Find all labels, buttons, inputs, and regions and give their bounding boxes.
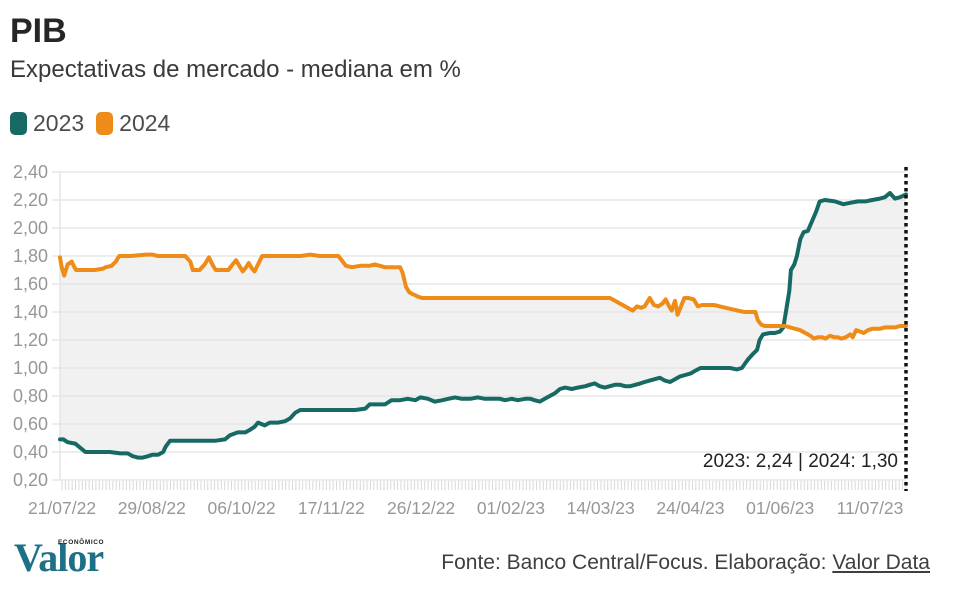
legend-swatch-2024: [96, 112, 114, 135]
legend-item-2024: 2024: [96, 110, 170, 137]
valor-logo-wordmark: Valor: [14, 535, 104, 580]
final-values-annotation: 2023: 2,24 | 2024: 1,30: [702, 451, 898, 472]
x-tick-label: 17/11/22: [298, 498, 365, 518]
source-text: Fonte: Banco Central/Focus. Elaboração:: [441, 551, 833, 574]
page-title: PIB: [10, 12, 67, 50]
y-tick-label: 0,20: [13, 470, 48, 490]
x-tick-label: 26/12/22: [387, 498, 455, 518]
source-line: Fonte: Banco Central/Focus. Elaboração: …: [441, 551, 930, 575]
y-tick-label: 1,80: [13, 246, 48, 266]
x-tick-label: 11/07/23: [837, 498, 904, 518]
legend-label-2024: 2024: [119, 110, 171, 136]
y-tick-label: 1,40: [13, 302, 48, 322]
y-tick-label: 2,40: [13, 162, 48, 182]
x-tick-label: 24/04/23: [656, 498, 724, 518]
band-fill: [60, 193, 906, 458]
legend-label-2023: 2023: [33, 110, 85, 136]
x-tick-label: 01/06/23: [746, 498, 814, 518]
y-tick-label: 1,00: [13, 358, 48, 378]
valor-logo: Valor ECONÔMICO: [14, 538, 124, 588]
valor-logo-economico: ECONÔMICO: [58, 539, 105, 546]
legend-item-2023: 2023: [10, 110, 84, 137]
legend: 2023 2024: [10, 110, 170, 137]
legend-swatch-2023: [10, 112, 27, 135]
y-tick-label: 2,20: [13, 190, 48, 210]
y-tick-label: 1,20: [13, 330, 48, 350]
y-tick-label: 0,40: [13, 442, 48, 462]
y-tick-label: 1,60: [13, 274, 48, 294]
x-tick-label: 21/07/22: [28, 498, 96, 518]
x-tick-label: 14/03/23: [567, 498, 635, 518]
y-tick-label: 0,60: [13, 414, 48, 434]
x-tick-label: 29/08/22: [118, 498, 186, 518]
y-tick-label: 2,00: [13, 218, 48, 238]
series-line-2023: [58, 191, 908, 460]
page-subtitle: Expectativas de mercado - mediana em %: [10, 56, 461, 83]
x-tick-label: 06/10/22: [207, 498, 275, 518]
series-line-2024: [58, 252, 908, 341]
valor-data-link[interactable]: Valor Data: [832, 551, 930, 574]
x-tick-label: 01/02/23: [477, 498, 545, 518]
y-tick-label: 0,80: [13, 386, 48, 406]
